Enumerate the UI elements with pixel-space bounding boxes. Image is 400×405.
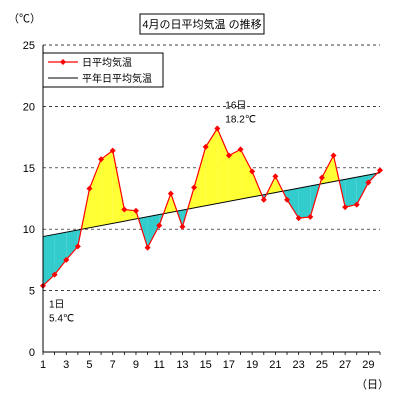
data-point — [191, 184, 198, 191]
x-tick-label: 19 — [246, 359, 258, 371]
data-point — [307, 213, 314, 220]
title-box — [139, 13, 265, 35]
fill-above-normal — [124, 209, 136, 222]
fill-below-normal — [43, 234, 55, 286]
legend-marker-actual — [60, 59, 66, 65]
y-tick-label: 5 — [29, 286, 35, 298]
annotation-value-label: 18.2℃ — [225, 115, 256, 126]
x-tick-label: 13 — [176, 359, 188, 371]
data-point — [51, 271, 58, 278]
fill-above-normal — [321, 155, 334, 184]
data-point — [98, 156, 105, 163]
data-point — [225, 152, 232, 159]
fill-above-normal — [112, 150, 125, 224]
x-tick-label: 7 — [110, 359, 116, 371]
data-point — [214, 125, 221, 132]
data-point — [132, 207, 139, 214]
data-point — [109, 147, 116, 154]
data-point — [330, 152, 337, 159]
data-point — [249, 168, 256, 175]
data-point — [260, 196, 267, 203]
fill-below-normal — [298, 185, 311, 219]
data-point — [156, 222, 163, 229]
x-tick-label: 15 — [200, 359, 212, 371]
x-tick-label: 21 — [269, 359, 281, 371]
fill-above-normal — [240, 149, 253, 200]
y-unit-label: （℃） — [8, 12, 41, 25]
annotation-day-label: 1日 — [49, 300, 65, 311]
annotation-day-label: 16日 — [225, 101, 246, 112]
data-point — [272, 173, 279, 180]
data-point — [121, 206, 128, 213]
fill-below-normal — [147, 214, 160, 248]
y-tick-label: 25 — [23, 40, 35, 52]
fill-below-normal — [345, 177, 357, 208]
y-tick-label: 10 — [23, 224, 35, 236]
x-unit-label: （日） — [356, 378, 389, 391]
data-point — [295, 215, 302, 222]
x-tick-label: 3 — [63, 359, 69, 371]
data-point — [353, 201, 360, 208]
data-point — [86, 185, 93, 192]
legend-label-normal: 平年日平均気温 — [82, 72, 152, 85]
data-point — [74, 243, 81, 250]
legend: 日平均気温 平年日平均気温 — [42, 52, 164, 88]
x-tick-label: 17 — [223, 359, 235, 371]
data-point — [318, 174, 325, 181]
legend-box — [42, 52, 164, 88]
x-tick-label: 27 — [339, 359, 351, 371]
annotation-value-label: 5.4℃ — [49, 314, 74, 325]
series-line-normal — [42, 172, 381, 238]
y-tick-label: 0 — [29, 347, 35, 359]
x-tick-label: 29 — [362, 359, 374, 371]
fill-above-normal — [89, 159, 102, 228]
x-tick-label: 1 — [40, 359, 46, 371]
y-tick-label: 20 — [23, 101, 35, 113]
data-point — [202, 143, 209, 150]
fill-below-normal — [356, 174, 369, 205]
data-point — [342, 204, 349, 211]
data-point — [377, 167, 383, 174]
fill-above-normal — [194, 146, 206, 208]
x-tick-label: 9 — [133, 359, 139, 371]
fill-above-normal — [205, 128, 218, 206]
fill-below-normal — [66, 229, 78, 260]
data-point — [237, 146, 244, 153]
x-tick-label: 23 — [293, 359, 305, 371]
fill-above-normal — [101, 150, 113, 226]
data-point — [144, 244, 151, 251]
x-tick-label: 11 — [153, 359, 164, 371]
data-point — [167, 190, 174, 197]
chart-title: 4月の日平均気温 の推移 — [142, 17, 261, 31]
x-tick-label: 25 — [316, 359, 328, 371]
series-line-actual — [42, 127, 381, 287]
legend-label-actual: 日平均気温 — [82, 56, 132, 69]
fill-above-normal — [228, 149, 241, 202]
data-point — [179, 223, 186, 230]
fill-below-normal — [54, 232, 67, 275]
data-point — [284, 196, 291, 203]
x-tick-label: 5 — [86, 359, 92, 371]
data-point — [63, 256, 70, 263]
data-point — [365, 179, 372, 186]
fill-above-normal — [217, 128, 229, 204]
fill-below-normal — [287, 188, 299, 219]
y-tick-label: 15 — [23, 163, 35, 175]
